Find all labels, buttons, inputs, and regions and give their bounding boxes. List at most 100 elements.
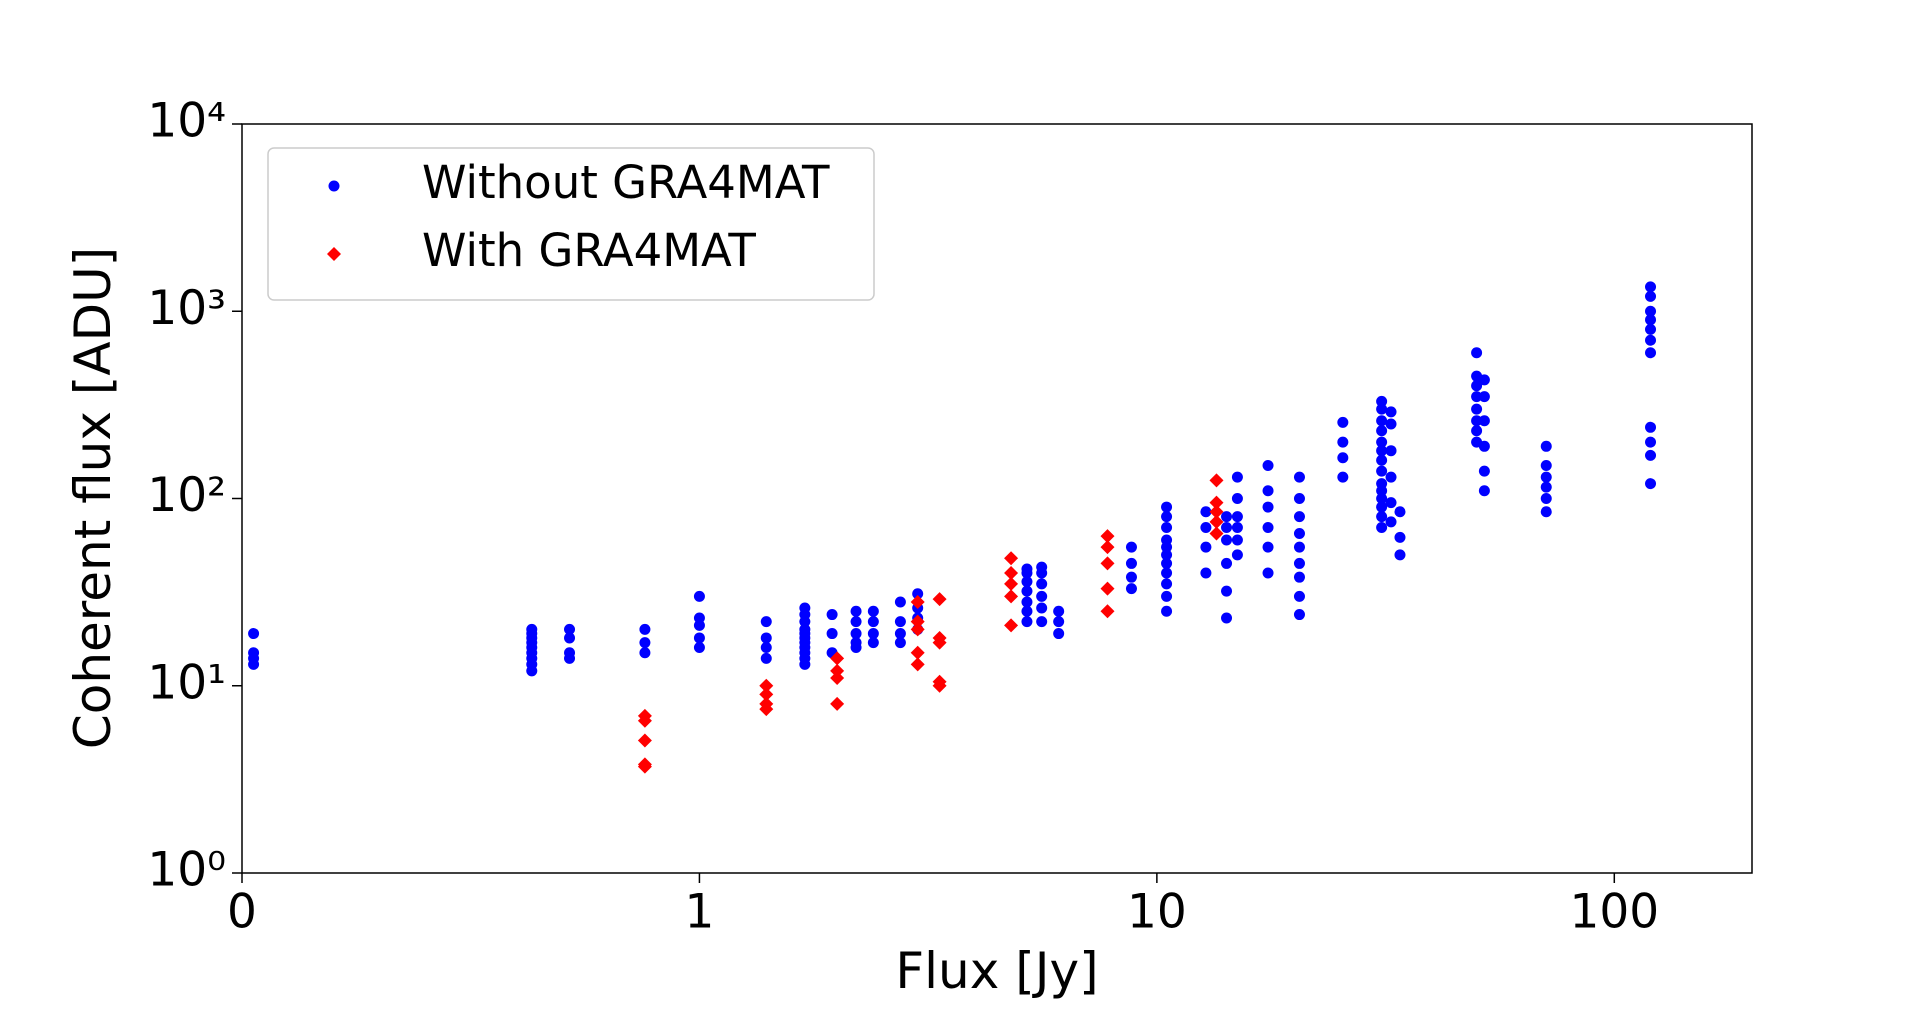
point xyxy=(1231,493,1243,504)
point xyxy=(1100,581,1115,596)
legend-box xyxy=(267,147,875,301)
point xyxy=(1100,529,1115,544)
point xyxy=(1376,493,1388,504)
point xyxy=(1645,314,1657,326)
point xyxy=(1540,506,1552,518)
point xyxy=(894,616,906,628)
point xyxy=(1021,585,1033,597)
point xyxy=(1231,534,1243,546)
point xyxy=(1293,528,1305,540)
point xyxy=(867,605,879,617)
point xyxy=(799,602,811,614)
point xyxy=(639,623,651,635)
point xyxy=(867,616,879,628)
point xyxy=(1376,445,1388,457)
y-tick-label: 10³ xyxy=(147,281,226,336)
point xyxy=(1125,571,1137,583)
point xyxy=(1293,471,1305,483)
point xyxy=(760,632,772,644)
point xyxy=(1478,391,1490,403)
point xyxy=(1262,541,1274,553)
point xyxy=(1231,511,1243,523)
point xyxy=(830,651,845,666)
y-axis-label: Coherent flux [ADU] xyxy=(64,247,122,749)
point xyxy=(1376,511,1388,523)
legend-marker xyxy=(328,180,340,192)
point xyxy=(248,647,260,659)
point xyxy=(760,616,772,628)
point xyxy=(1337,416,1349,428)
point xyxy=(1100,604,1115,619)
point xyxy=(1471,415,1483,427)
point xyxy=(1004,551,1019,566)
point xyxy=(1200,522,1212,534)
x-axis-label: Flux [Jy] xyxy=(895,942,1098,1000)
point xyxy=(526,623,538,635)
series xyxy=(637,473,1224,774)
point xyxy=(830,696,845,711)
point xyxy=(1209,504,1224,519)
point xyxy=(760,642,772,654)
point xyxy=(830,670,845,685)
point xyxy=(850,628,862,640)
point xyxy=(1161,522,1173,534)
point xyxy=(1161,511,1173,523)
point xyxy=(1161,578,1173,590)
point xyxy=(1540,460,1552,472)
point xyxy=(1053,628,1065,640)
point xyxy=(1036,602,1048,614)
point xyxy=(826,628,838,640)
point xyxy=(1262,501,1274,513)
point xyxy=(1221,612,1233,624)
point xyxy=(759,678,774,693)
point xyxy=(932,592,947,607)
point xyxy=(932,674,947,689)
point xyxy=(1021,596,1033,608)
point xyxy=(1262,460,1274,472)
point xyxy=(912,588,924,600)
point xyxy=(1645,305,1657,317)
point xyxy=(1200,506,1212,518)
point xyxy=(1471,403,1483,415)
point xyxy=(1200,567,1212,579)
point xyxy=(637,733,652,748)
y-tick-label: 10¹ xyxy=(147,655,226,710)
point xyxy=(759,696,774,711)
point xyxy=(564,623,576,635)
point xyxy=(693,642,705,654)
point xyxy=(1385,445,1397,457)
point xyxy=(1161,557,1173,569)
point xyxy=(1231,549,1243,561)
point xyxy=(1221,585,1233,597)
point xyxy=(1376,501,1388,513)
point xyxy=(1036,578,1048,590)
point xyxy=(637,708,652,723)
point xyxy=(910,622,925,637)
point xyxy=(1004,589,1019,604)
point xyxy=(1221,557,1233,569)
point xyxy=(1645,290,1657,302)
point xyxy=(1337,471,1349,483)
point xyxy=(1385,406,1397,418)
point xyxy=(1231,522,1243,534)
point xyxy=(1161,501,1173,513)
point xyxy=(1376,522,1388,534)
point xyxy=(894,628,906,640)
point xyxy=(693,590,705,602)
point xyxy=(639,637,651,649)
point xyxy=(1478,465,1490,477)
point xyxy=(1645,347,1657,359)
point xyxy=(1161,567,1173,579)
point xyxy=(1471,391,1483,403)
point xyxy=(1293,571,1305,583)
point xyxy=(1036,590,1048,602)
x-tick-label: 100 xyxy=(1569,885,1659,940)
point xyxy=(1337,452,1349,464)
point xyxy=(1125,557,1137,569)
point xyxy=(637,757,652,772)
point xyxy=(1221,522,1233,534)
point xyxy=(1385,471,1397,483)
point xyxy=(932,630,947,645)
point xyxy=(1293,557,1305,569)
